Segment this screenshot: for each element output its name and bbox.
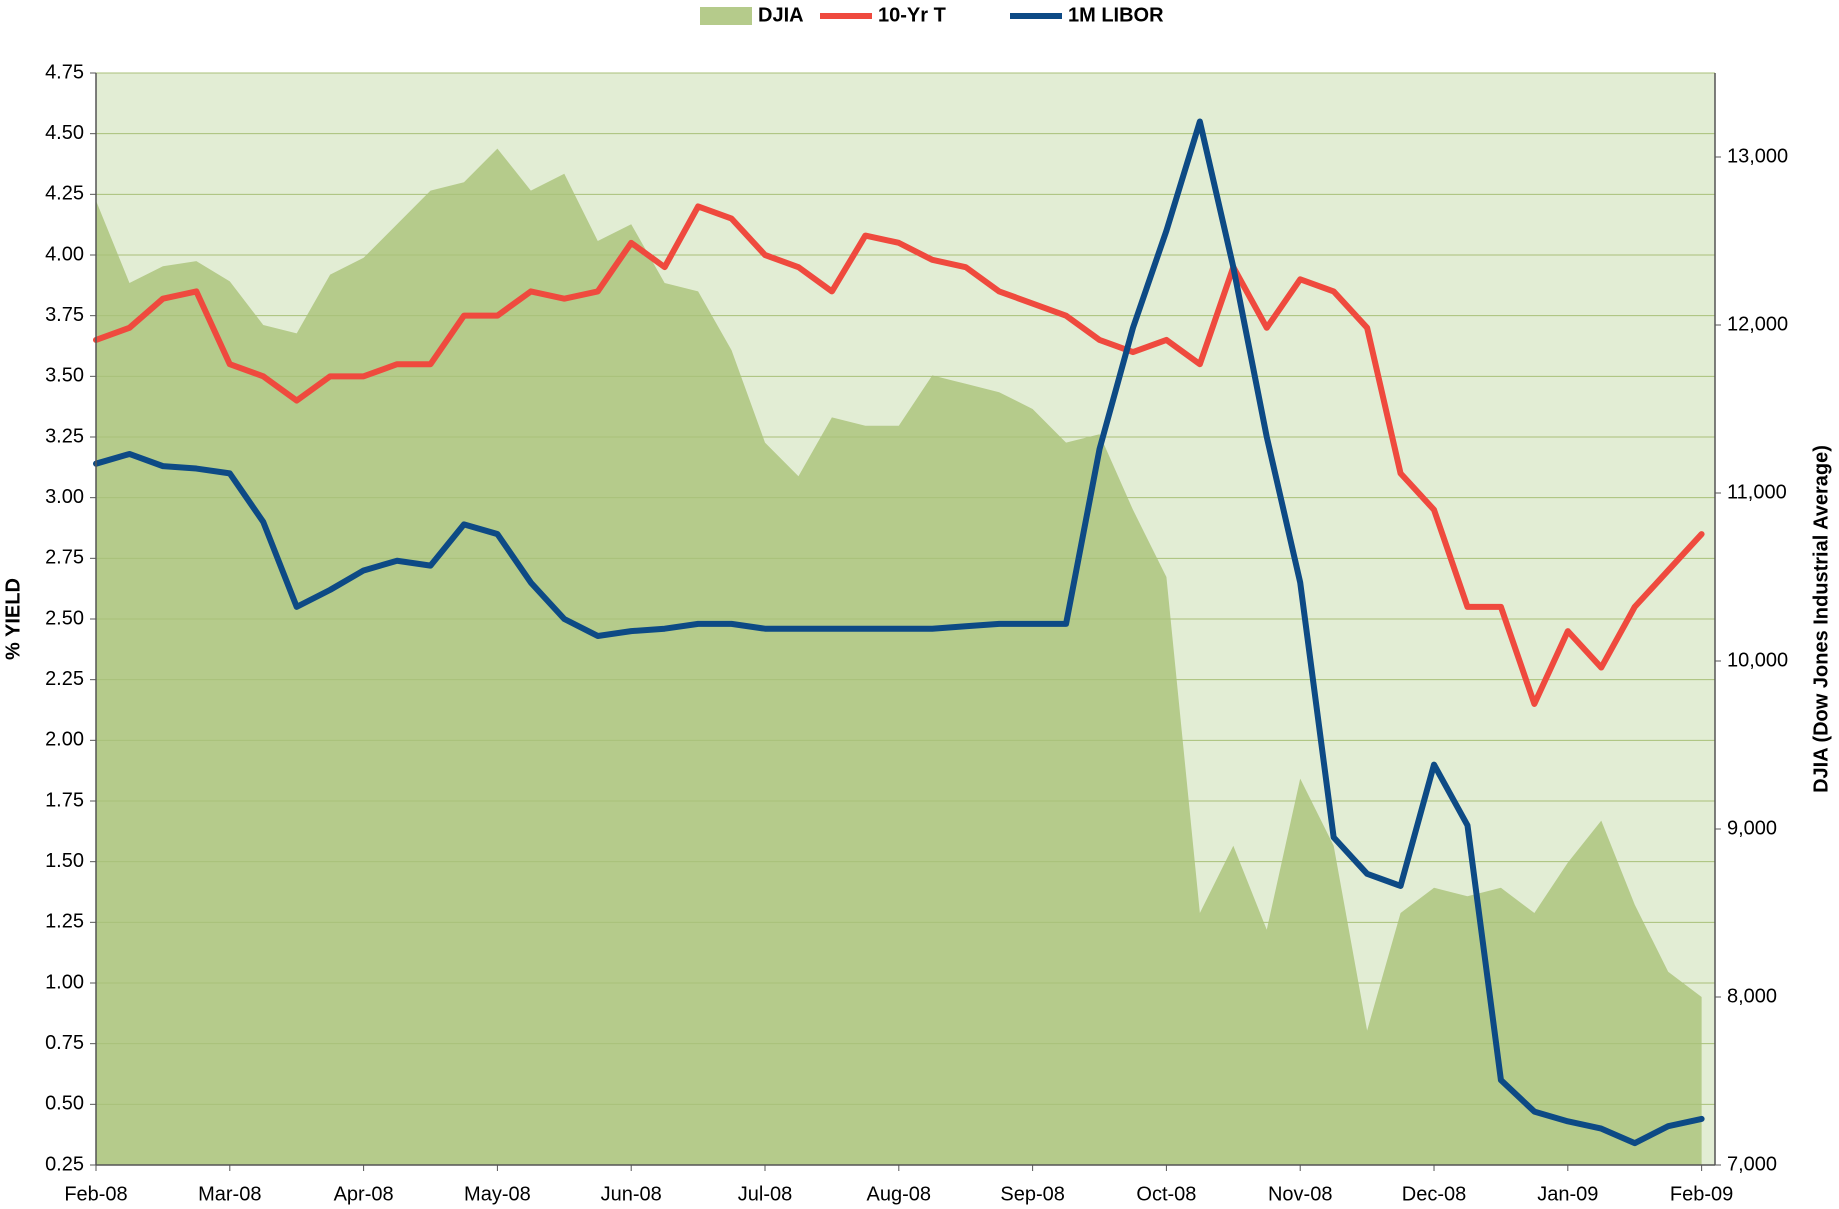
y-tick-label: 2.25 bbox=[45, 668, 84, 690]
legend-label: 1M LIBOR bbox=[1068, 4, 1164, 26]
x-tick-label: Jan-09 bbox=[1537, 1183, 1598, 1205]
y-tick-label: 4.00 bbox=[45, 243, 84, 265]
y-tick-label: 0.25 bbox=[45, 1153, 84, 1175]
y2-tick-label: 10,000 bbox=[1727, 649, 1788, 671]
y-tick-label: 4.75 bbox=[45, 61, 84, 83]
y-tick-label: 1.75 bbox=[45, 789, 84, 811]
y-tick-label: 1.25 bbox=[45, 911, 84, 933]
x-tick-label: Mar-08 bbox=[198, 1183, 261, 1205]
area bbox=[96, 148, 1702, 1166]
y2-tick-label: 12,000 bbox=[1727, 313, 1788, 335]
legend-label: DJIA bbox=[758, 4, 804, 26]
x-tick-label: Jul-08 bbox=[738, 1183, 792, 1205]
y-tick-label: 4.25 bbox=[45, 183, 84, 205]
x-tick-label: Feb-08 bbox=[64, 1183, 127, 1205]
x-tick-label: May-08 bbox=[464, 1183, 531, 1205]
y2-tick-label: 8,000 bbox=[1727, 985, 1777, 1007]
legend-label: 10-Yr T bbox=[878, 4, 946, 26]
y-tick-label: 3.25 bbox=[45, 425, 84, 447]
y-tick-label: 0.75 bbox=[45, 1032, 84, 1054]
y-tick-label: 3.50 bbox=[45, 365, 84, 387]
x-tick-label: Aug-08 bbox=[867, 1183, 932, 1205]
y-tick-label: 2.75 bbox=[45, 547, 84, 569]
x-tick-label: Feb-09 bbox=[1670, 1183, 1733, 1205]
y-tick-label: 2.00 bbox=[45, 729, 84, 751]
y-axis-label: % YIELD bbox=[2, 578, 24, 660]
x-tick-label: Sep-08 bbox=[1000, 1183, 1065, 1205]
y-tick-label: 3.00 bbox=[45, 486, 84, 508]
y2-tick-label: 13,000 bbox=[1727, 145, 1788, 167]
y-tick-label: 1.50 bbox=[45, 850, 84, 872]
y2-tick-label: 9,000 bbox=[1727, 817, 1777, 839]
y-tick-label: 0.50 bbox=[45, 1093, 84, 1115]
x-tick-label: Dec-08 bbox=[1402, 1183, 1466, 1205]
legend-swatch bbox=[700, 7, 752, 25]
x-tick-label: Apr-08 bbox=[334, 1183, 394, 1205]
y2-axis-label: DJIA (Dow Jones Industrial Average) bbox=[1810, 445, 1832, 793]
y-tick-label: 3.75 bbox=[45, 304, 84, 326]
y2-tick-label: 11,000 bbox=[1727, 481, 1787, 503]
line bbox=[93, 118, 1705, 1147]
y-tick-label: 1.00 bbox=[45, 971, 84, 993]
y2-tick-label: 7,000 bbox=[1727, 1153, 1777, 1175]
x-tick-label: Oct-08 bbox=[1136, 1183, 1196, 1205]
x-tick-label: Jun-08 bbox=[601, 1183, 662, 1205]
y-tick-label: 4.50 bbox=[45, 122, 84, 144]
line bbox=[93, 203, 1705, 707]
x-tick-label: Nov-08 bbox=[1268, 1183, 1332, 1205]
y-tick-label: 2.50 bbox=[45, 607, 84, 629]
